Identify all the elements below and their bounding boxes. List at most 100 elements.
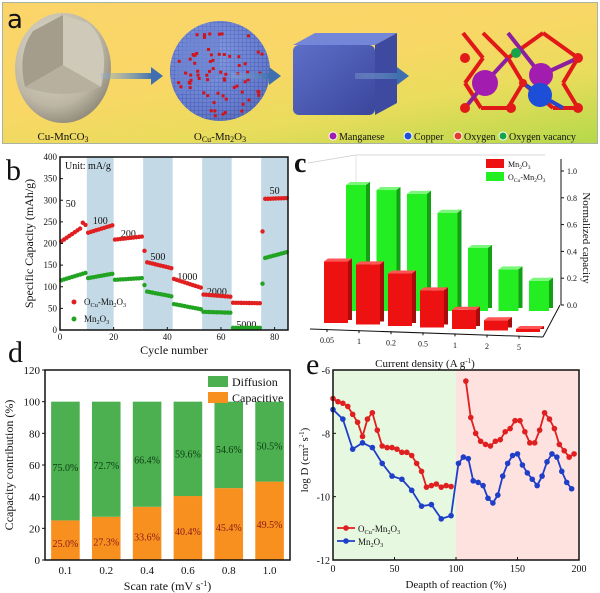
- copper-dopant-dot: [222, 77, 226, 81]
- legend-label: OCu-Mn2O3: [84, 297, 126, 309]
- legend-label: Copper: [414, 132, 444, 143]
- copper-dopant-dot: [246, 34, 250, 38]
- data-point: [394, 446, 400, 452]
- data-point: [558, 468, 565, 475]
- data-point: [561, 447, 568, 454]
- data-point: [340, 400, 346, 407]
- legend-marker: [343, 538, 349, 544]
- copper-dopant-dot: [257, 93, 261, 97]
- legend-label: Mn2O3: [508, 160, 531, 171]
- copper-dopant-dot: [208, 69, 212, 73]
- data-point: [507, 425, 513, 432]
- mn2o3-cube: [293, 33, 397, 115]
- data-point: [460, 454, 467, 460]
- bar-ocu-mn2o3: [529, 280, 549, 311]
- data-point: [502, 428, 508, 435]
- copper-dopant-dot: [217, 32, 221, 36]
- legend-oxygen-vacancy-icon: [498, 131, 508, 141]
- data-point: [77, 226, 83, 231]
- y-tick-label: 0: [35, 555, 41, 567]
- y-tick-label: 80: [29, 428, 41, 440]
- bar-mn2o3: [324, 261, 348, 323]
- bar-top-ocu: [407, 190, 431, 194]
- x-axis-label: Current density (A g-1): [375, 357, 475, 370]
- bar-capacitive: [173, 496, 203, 560]
- data-point: [455, 460, 462, 467]
- arrow-1-head: [151, 67, 163, 85]
- copper-dopant-dot: [243, 80, 247, 84]
- copper-dopant-dot: [196, 69, 200, 73]
- x-axis-label: Cycle number: [140, 343, 208, 357]
- data-point: [477, 438, 484, 445]
- data-point: [448, 483, 454, 490]
- legend-marker: [71, 316, 77, 322]
- copper-dopant-dot: [211, 58, 215, 62]
- data-point: [568, 485, 575, 492]
- copper-dopant-dot: [184, 71, 188, 75]
- bar-diffusion: [132, 401, 162, 507]
- depth-axis-line: [542, 304, 561, 338]
- bar-top-mn2o3: [452, 306, 480, 310]
- copper-dopant-dot: [206, 78, 210, 82]
- copper-dopant-dot: [197, 76, 201, 80]
- bar-mn2o3: [420, 290, 444, 328]
- bar-top-ocu: [529, 277, 553, 281]
- bar-value-label: 50.5%: [257, 442, 283, 453]
- x-tick-label: 0.1: [59, 565, 73, 577]
- x-tick-label: 1: [357, 337, 361, 346]
- data-point: [413, 460, 420, 467]
- data-point: [260, 281, 265, 286]
- data-point: [566, 454, 572, 460]
- bar-side-ocu: [518, 266, 523, 308]
- data-point: [527, 440, 533, 446]
- data-point: [83, 270, 88, 276]
- copper-dopant-dot: [256, 50, 260, 54]
- data-point: [418, 503, 425, 509]
- data-point: [142, 282, 147, 288]
- data-point: [490, 500, 496, 506]
- data-point: [438, 484, 445, 490]
- legend-label: Manganese: [339, 132, 385, 143]
- arrow-3: [355, 73, 399, 79]
- copper-dopant-dot: [211, 67, 215, 71]
- bar-side-ocu: [366, 182, 370, 308]
- x-tick-label: 200: [572, 564, 587, 575]
- x-tick-label: 0.8: [222, 565, 236, 577]
- data-point: [443, 482, 449, 489]
- bar-value-label: 25.0%: [52, 539, 78, 550]
- data-point: [522, 428, 528, 435]
- x-tick-label: 20: [109, 332, 119, 342]
- data-point: [110, 223, 115, 228]
- copper-dopant-dot: [206, 94, 210, 98]
- rate-label: 2000: [207, 287, 227, 298]
- data-point: [399, 476, 405, 483]
- data-point: [344, 403, 351, 410]
- rate-band: [86, 157, 114, 330]
- copper-dopant-dot: [202, 35, 206, 39]
- bar-diffusion: [173, 401, 203, 497]
- copper-dopant-dot: [217, 52, 221, 56]
- bar-capacitive: [255, 481, 284, 560]
- x-tick-label: 0.5: [418, 340, 428, 349]
- legend-oxygen-icon: [453, 131, 463, 141]
- data-point: [139, 234, 145, 239]
- data-point: [408, 452, 415, 459]
- copper-dopant-dot: [209, 109, 213, 113]
- data-point: [497, 436, 504, 443]
- label-cu-mnco3: Cu-MnCO3: [37, 131, 88, 144]
- copper-dopant-dot: [207, 48, 211, 52]
- data-point: [260, 229, 265, 234]
- x-tick-label: 1.0: [263, 565, 277, 577]
- rate-label: 5000: [236, 320, 256, 331]
- panel-label-e: e: [306, 348, 320, 381]
- bar-ocu-mn2o3: [468, 248, 488, 311]
- bar-side-mn2o3: [476, 306, 480, 326]
- y-tick-label: 120: [24, 365, 41, 377]
- copper-dopant-dot: [189, 73, 193, 77]
- data-point: [369, 444, 376, 451]
- data-point: [404, 449, 410, 456]
- copper-dopant-dot: [208, 32, 212, 36]
- x-tick-label: 0.2: [99, 565, 113, 577]
- copper-dopant-dot: [213, 114, 217, 118]
- bar-value-label: 40.4%: [175, 527, 201, 538]
